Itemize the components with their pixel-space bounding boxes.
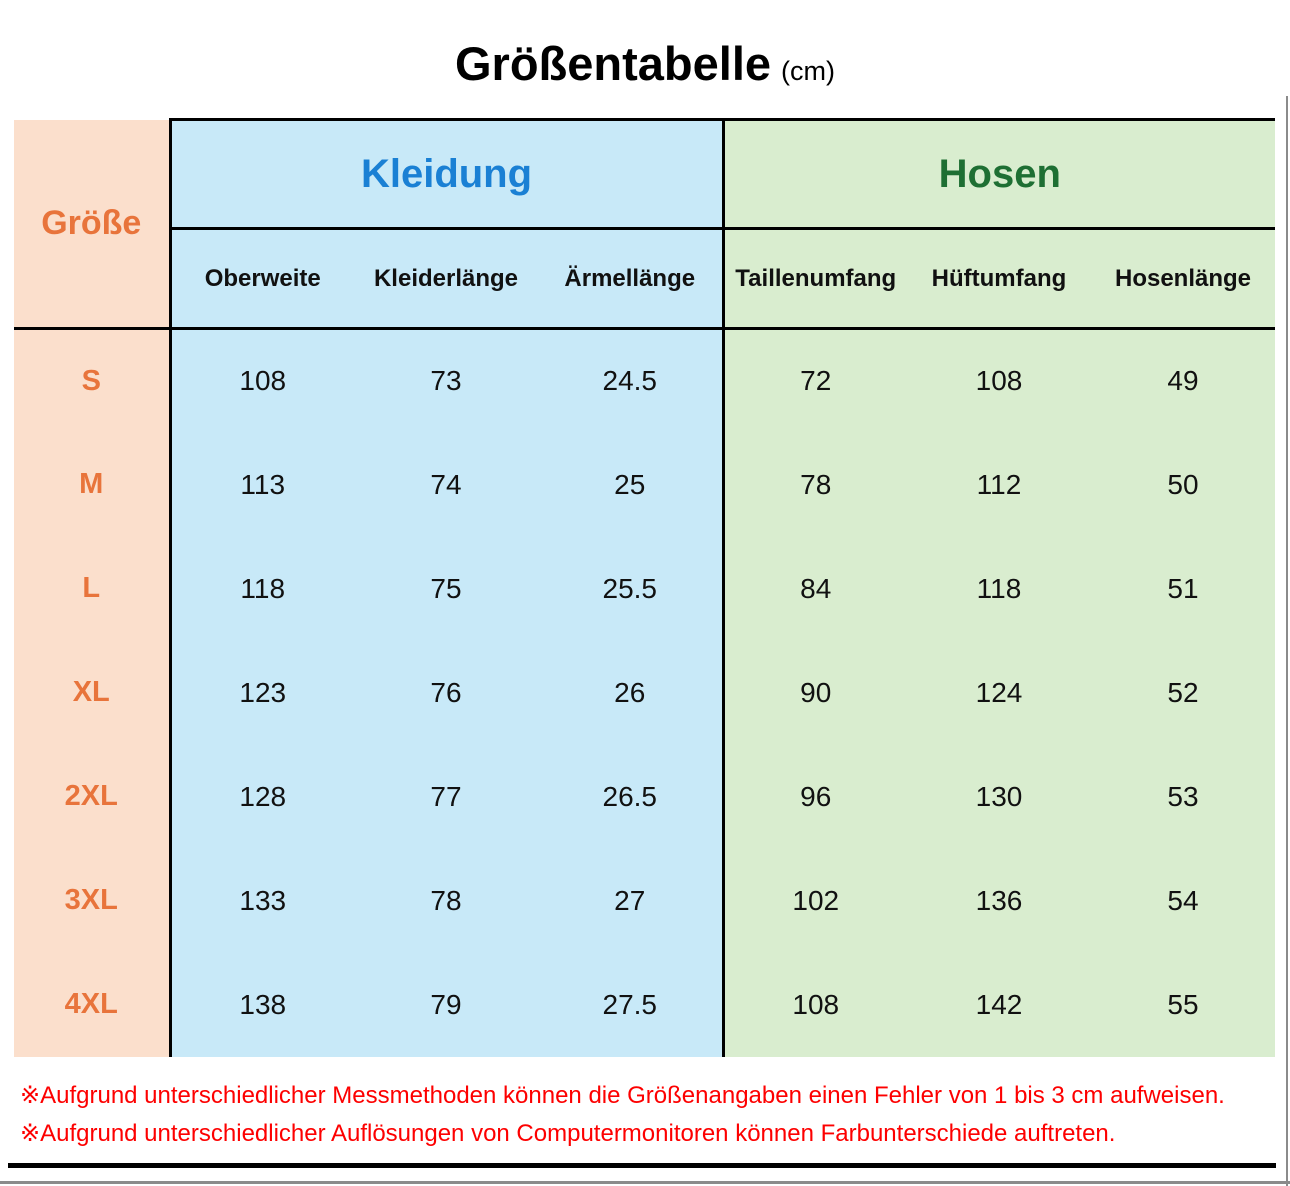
table-cell: 73 (354, 328, 538, 433)
table-row-3xl: 3XL 133 78 27 102 136 54 (14, 848, 1275, 953)
table-cell: 90 (723, 640, 907, 745)
row-size-label: 4XL (14, 952, 172, 1057)
column-header-row: Oberweite Kleiderlänge Ärmellänge Taille… (14, 228, 1275, 330)
table-cell: 52 (1091, 640, 1275, 745)
table-cell: 78 (354, 848, 538, 953)
column-header-aermellaenge: Ärmellänge (538, 228, 725, 330)
table-cell: 25.5 (538, 536, 725, 641)
column-header-kleiderlaenge: Kleiderlänge (354, 228, 538, 330)
table-cell: 113 (170, 432, 354, 537)
column-header-hosenlaenge: Hosenlänge (1091, 228, 1275, 330)
table-cell: 118 (907, 536, 1091, 641)
table-row-xl: XL 123 76 26 90 124 52 (14, 640, 1275, 745)
table-cell: 26 (538, 640, 725, 745)
table-cell: 74 (354, 432, 538, 537)
group-header-kleidung: Kleidung (170, 118, 725, 230)
table-cell: 24.5 (538, 328, 725, 433)
footnote-monitor: ※Aufgrund unterschiedlicher Auflösungen … (20, 1120, 1116, 1147)
table-cell: 76 (354, 640, 538, 745)
table-row-2xl: 2XL 128 77 26.5 96 130 53 (14, 744, 1275, 849)
table-cell: 79 (354, 952, 538, 1057)
table-cell: 112 (907, 432, 1091, 537)
column-header-taillenumfang: Taillenumfang (723, 228, 907, 330)
table-row-4xl: 4XL 138 79 27.5 108 142 55 (14, 952, 1275, 1057)
table-cell: 84 (723, 536, 907, 641)
table-cell: 54 (1091, 848, 1275, 953)
column-header-oberweite: Oberweite (170, 228, 354, 330)
title-text: Größentabelle (455, 37, 772, 90)
table-cell: 108 (907, 328, 1091, 433)
row-size-label: 2XL (14, 744, 172, 849)
row-size-label: L (14, 536, 172, 641)
table-cell: 108 (170, 328, 354, 433)
table-cell: 55 (1091, 952, 1275, 1057)
table-cell: 123 (170, 640, 354, 745)
table-cell: 75 (354, 536, 538, 641)
frame-edge-right (1286, 96, 1288, 1186)
table-cell: 128 (170, 744, 354, 849)
table-cell: 77 (354, 744, 538, 849)
table-cell: 51 (1091, 536, 1275, 641)
table-row-l: L 118 75 25.5 84 118 51 (14, 536, 1275, 641)
table-cell: 102 (723, 848, 907, 953)
group-header-hosen: Hosen (723, 118, 1275, 230)
footnote-measurement: ※Aufgrund unterschiedlicher Messmethoden… (20, 1082, 1225, 1109)
table-cell: 25 (538, 432, 725, 537)
table-cell: 96 (723, 744, 907, 849)
table-cell: 26.5 (538, 744, 725, 849)
corner-header-groesse: Größe (14, 119, 172, 330)
table-cell: 124 (907, 640, 1091, 745)
page-title: Größentabelle (cm) (0, 36, 1290, 91)
table-cell: 72 (723, 328, 907, 433)
table-cell: 136 (907, 848, 1091, 953)
table-row-s: S 108 73 24.5 72 108 49 (14, 328, 1275, 433)
title-unit: (cm) (781, 56, 835, 86)
row-size-label: 3XL (14, 848, 172, 953)
table-row-m: M 113 74 25 78 112 50 (14, 432, 1275, 537)
table-cell: 142 (907, 952, 1091, 1057)
row-size-label: S (14, 328, 172, 433)
table-cell: 138 (170, 952, 354, 1057)
footnotes: ※Aufgrund unterschiedlicher Messmethoden… (20, 1077, 1225, 1153)
bottom-divider-line (8, 1163, 1276, 1168)
row-size-label: M (14, 432, 172, 537)
table-cell: 49 (1091, 328, 1275, 433)
row-size-label: XL (14, 640, 172, 745)
frame-edge-bottom (0, 1181, 1290, 1184)
table-cell: 118 (170, 536, 354, 641)
table-cell: 78 (723, 432, 907, 537)
table-cell: 27 (538, 848, 725, 953)
table-cell: 27.5 (538, 952, 725, 1057)
table-cell: 108 (723, 952, 907, 1057)
size-table: Größe Kleidung Hosen Oberweite Kleiderlä… (14, 118, 1275, 1057)
group-header-row: Größe Kleidung Hosen (14, 118, 1275, 330)
table-cell: 53 (1091, 744, 1275, 849)
column-header-hueftumfang: Hüftumfang (907, 228, 1091, 330)
table-cell: 50 (1091, 432, 1275, 537)
table-cell: 130 (907, 744, 1091, 849)
table-cell: 133 (170, 848, 354, 953)
